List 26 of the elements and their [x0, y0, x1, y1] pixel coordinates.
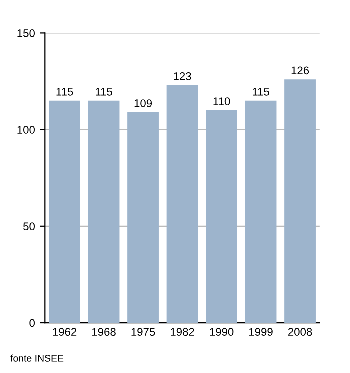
y-tick-label: 150	[18, 29, 35, 38]
data-label: 109	[134, 100, 152, 108]
x-tick-label: 1999	[250, 328, 273, 336]
data-label: 115	[253, 88, 270, 96]
bar	[128, 112, 159, 324]
y-tick-label: 50	[24, 222, 35, 231]
data-label: 126	[292, 66, 310, 75]
x-tick-label: 1962	[53, 328, 77, 336]
x-tick-label: 2008	[288, 328, 312, 336]
bar	[49, 100, 80, 324]
bar	[245, 100, 277, 324]
data-label: 115	[56, 88, 74, 96]
x-tick-label: 1982	[171, 328, 194, 336]
y-tick-label: 0	[30, 319, 35, 328]
source-note: fonte INSEE	[10, 354, 64, 362]
x-tick-label: 1975	[132, 328, 156, 336]
bar	[206, 110, 238, 324]
x-tick-label: 1990	[210, 328, 234, 336]
bar	[88, 100, 120, 324]
y-tick-label: 100	[18, 126, 35, 134]
bar	[166, 85, 198, 324]
data-label: 123	[174, 72, 192, 80]
bar	[284, 80, 316, 324]
data-label: 115	[96, 88, 112, 96]
x-tick-label: 1968	[92, 328, 116, 336]
data-label: 110	[214, 98, 230, 106]
